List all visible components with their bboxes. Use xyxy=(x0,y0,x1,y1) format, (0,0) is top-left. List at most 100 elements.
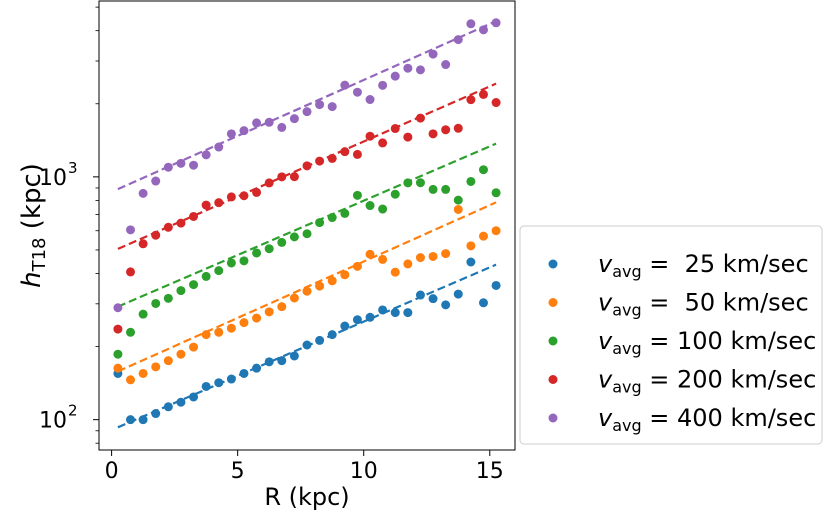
legend-label-main: v xyxy=(598,366,613,394)
data-point-series-4 xyxy=(340,80,350,90)
data-point-series-1 xyxy=(302,286,312,296)
data-point-series-3 xyxy=(365,131,375,141)
legend-marker xyxy=(548,336,558,346)
data-point-series-3 xyxy=(428,129,438,139)
data-point-series-2 xyxy=(239,256,249,266)
legend-marker xyxy=(548,298,558,307)
data-point-series-1 xyxy=(176,349,186,359)
data-point-series-3 xyxy=(302,161,312,171)
data-point-series-4 xyxy=(252,118,262,128)
data-point-series-1 xyxy=(151,362,161,372)
data-point-series-3 xyxy=(390,124,400,134)
data-point-series-2 xyxy=(327,213,337,223)
data-point-series-3 xyxy=(138,239,148,249)
data-point-series-4 xyxy=(327,102,337,112)
data-point-series-2 xyxy=(201,271,211,281)
data-point-series-2 xyxy=(466,176,476,186)
data-point-series-0 xyxy=(277,356,287,366)
data-point-series-0 xyxy=(239,368,249,378)
data-point-series-1 xyxy=(365,249,375,259)
legend-label: vavg = 50 km/sec xyxy=(598,289,809,320)
data-point-series-3 xyxy=(277,172,287,182)
data-point-series-0 xyxy=(264,357,274,367)
data-point-series-1 xyxy=(478,231,488,241)
y-axis-label-main: h xyxy=(17,271,47,287)
data-point-series-2 xyxy=(403,178,413,188)
data-point-series-4 xyxy=(390,71,400,81)
x-axis-label: R (kpc) xyxy=(264,483,349,511)
data-point-series-2 xyxy=(478,165,488,175)
legend-label-sub: avg xyxy=(612,262,641,281)
data-point-series-4 xyxy=(126,225,136,235)
data-point-series-0 xyxy=(453,289,463,299)
legend-label: vavg = 400 km/sec xyxy=(598,404,816,435)
data-point-series-2 xyxy=(315,218,325,228)
legend-label-rest: = 200 km/sec xyxy=(642,366,817,394)
data-point-series-1 xyxy=(201,330,211,340)
data-point-series-2 xyxy=(163,293,173,303)
data-point-series-4 xyxy=(453,35,463,45)
data-point-series-1 xyxy=(189,342,199,352)
data-point-series-4 xyxy=(214,142,224,152)
plot-frame xyxy=(98,0,516,451)
data-point-series-4 xyxy=(189,160,199,170)
data-point-series-2 xyxy=(289,232,299,242)
data-point-series-1 xyxy=(277,302,287,312)
data-point-series-0 xyxy=(176,397,186,407)
data-point-series-4 xyxy=(226,129,236,139)
data-point-series-2 xyxy=(352,190,362,200)
y-tick-label: 10 xyxy=(39,409,67,434)
data-point-series-1 xyxy=(327,276,337,286)
data-point-series-2 xyxy=(428,184,438,194)
data-point-series-2 xyxy=(491,188,501,198)
data-point-series-3 xyxy=(441,125,451,135)
legend-label: vavg = 200 km/sec xyxy=(598,366,816,397)
data-point-series-4 xyxy=(151,176,161,186)
data-point-series-3 xyxy=(453,123,463,133)
y-tick-label: 10 xyxy=(39,166,67,191)
data-point-series-3 xyxy=(264,178,274,188)
legend-label-sub: avg xyxy=(612,378,641,397)
data-point-series-3 xyxy=(252,187,262,197)
data-point-series-3 xyxy=(315,156,325,166)
data-point-series-0 xyxy=(151,409,161,419)
data-point-series-1 xyxy=(289,293,299,303)
data-point-series-2 xyxy=(151,298,161,308)
data-point-series-2 xyxy=(390,189,400,199)
legend-label-rest: = 100 km/sec xyxy=(642,327,817,355)
data-point-series-2 xyxy=(378,204,388,214)
data-point-series-3 xyxy=(327,153,337,163)
data-point-series-2 xyxy=(453,195,463,205)
legend-marker xyxy=(548,375,558,384)
legend-box xyxy=(519,225,823,445)
data-point-series-1 xyxy=(264,307,274,317)
data-point-series-1 xyxy=(441,249,451,259)
data-point-series-4 xyxy=(277,122,287,132)
data-point-series-3 xyxy=(176,218,186,228)
data-point-series-2 xyxy=(214,266,224,276)
legend-label-main: v xyxy=(598,327,613,355)
data-point-series-4 xyxy=(315,100,325,110)
data-point-series-0 xyxy=(428,294,438,304)
data-point-series-1 xyxy=(390,267,400,277)
data-point-series-0 xyxy=(302,340,312,350)
data-point-series-2 xyxy=(113,349,123,359)
legend-label: vavg = 25 km/sec xyxy=(598,250,809,281)
data-point-series-0 xyxy=(491,280,501,290)
data-point-series-0 xyxy=(352,315,362,325)
data-point-series-0 xyxy=(466,257,476,267)
legend-label-rest: = 25 km/sec xyxy=(642,250,809,278)
data-point-series-0 xyxy=(378,305,388,315)
data-point-series-0 xyxy=(478,298,488,308)
data-point-series-4 xyxy=(352,87,362,97)
data-point-series-4 xyxy=(163,162,173,172)
data-point-series-2 xyxy=(277,237,287,247)
data-point-series-2 xyxy=(264,244,274,254)
data-point-series-4 xyxy=(365,95,375,105)
data-point-series-3 xyxy=(189,211,199,221)
data-point-series-4 xyxy=(415,65,425,75)
data-point-series-1 xyxy=(403,259,413,269)
data-point-series-1 xyxy=(466,241,476,251)
data-point-series-3 xyxy=(214,198,224,208)
data-point-series-0 xyxy=(390,308,400,318)
